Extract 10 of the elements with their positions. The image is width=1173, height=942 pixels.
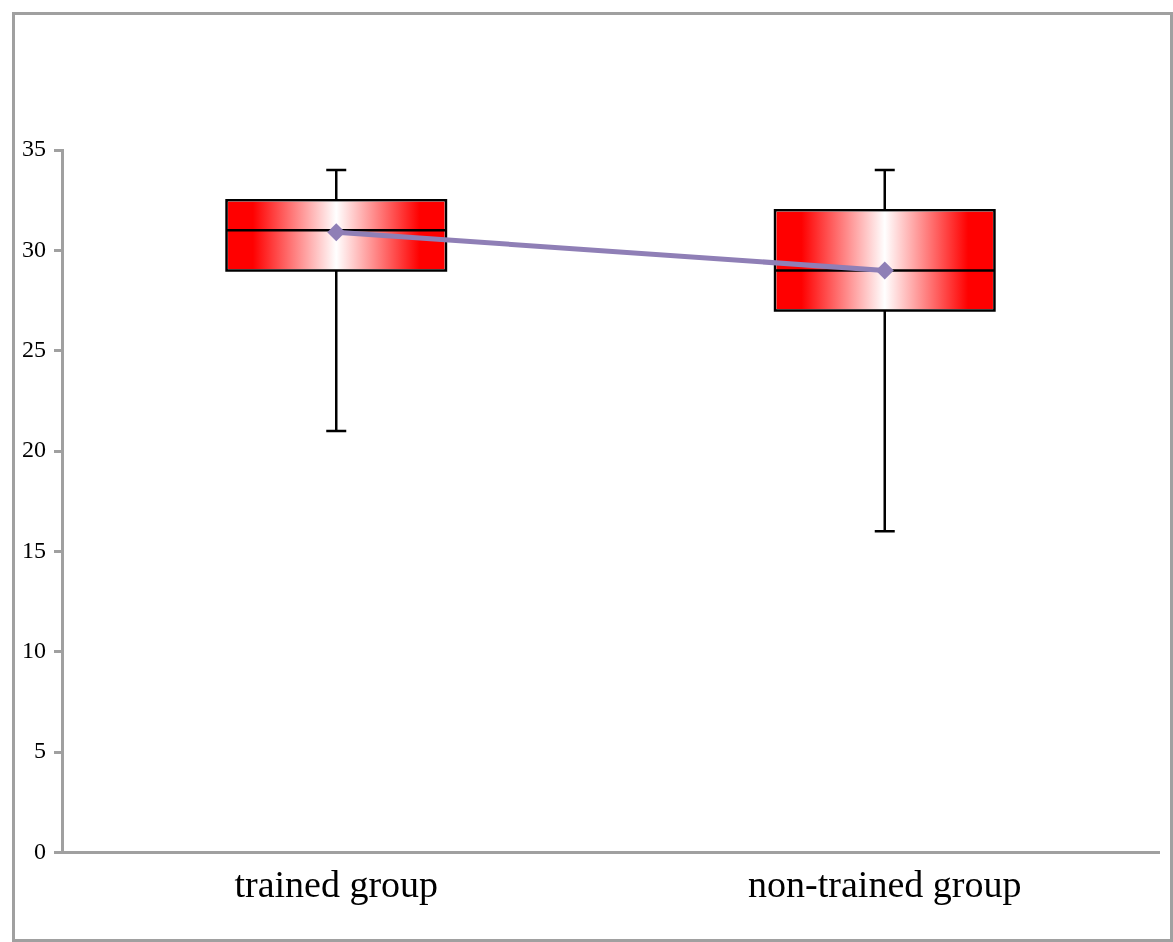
y-tick-label: 15 bbox=[22, 536, 46, 563]
y-tick-label: 10 bbox=[22, 637, 46, 664]
x-tick-label: trained group bbox=[234, 863, 439, 906]
y-tick-label: 5 bbox=[34, 737, 46, 764]
y-tick-label: 20 bbox=[22, 436, 46, 463]
y-tick-label: 35 bbox=[22, 135, 46, 162]
y-tick-label: 30 bbox=[22, 235, 46, 262]
x-tick-label: non-trained group bbox=[748, 863, 1022, 906]
y-tick-label: 0 bbox=[34, 837, 46, 864]
y-tick-label: 25 bbox=[22, 335, 46, 362]
